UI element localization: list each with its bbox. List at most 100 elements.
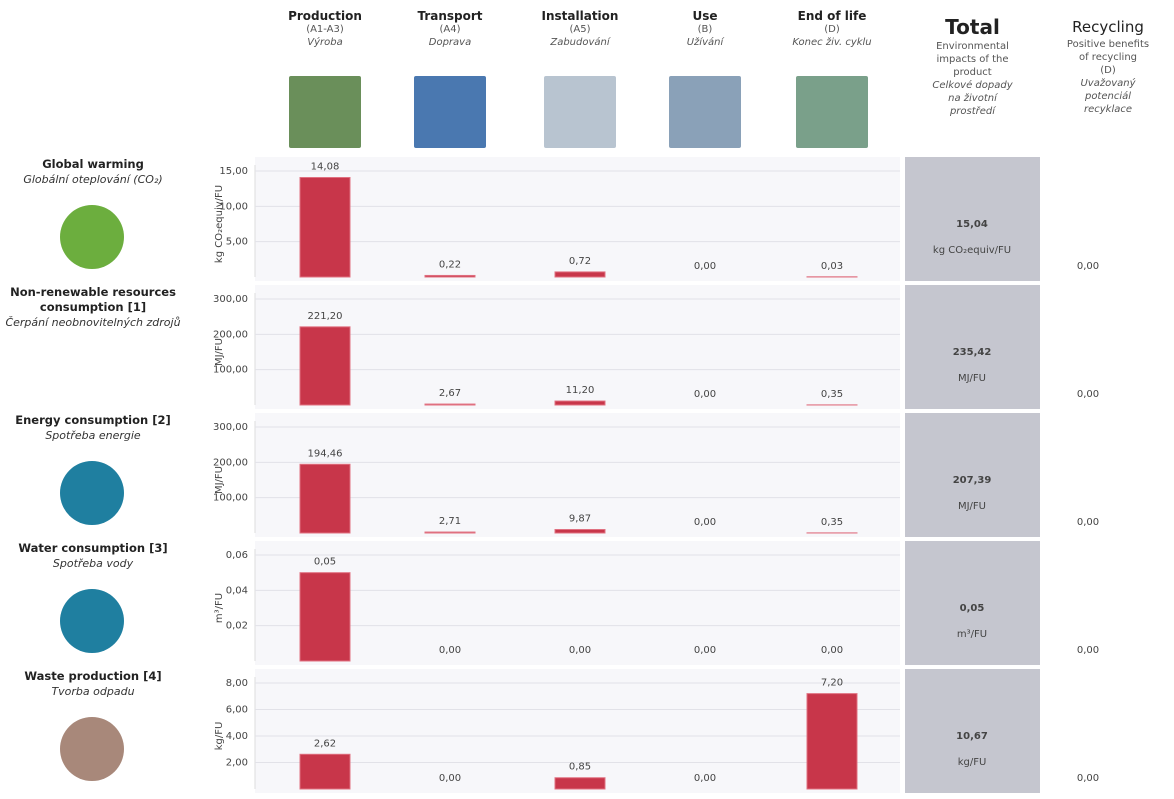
bar <box>300 754 350 789</box>
value-label: 2,67 <box>439 388 461 399</box>
y-axis-label: MJ/FU <box>214 466 225 494</box>
stage-name: Production <box>260 10 390 23</box>
total-value: 0,05 <box>960 603 985 614</box>
value-label: 11,20 <box>566 385 595 396</box>
recycling-code: (D) <box>1042 64 1174 77</box>
row-title: Water consumption [3] <box>4 541 182 556</box>
stage-header: Production(A1-A3)Výroba <box>260 10 390 49</box>
stage-header: Use(B)Užívání <box>640 10 770 49</box>
value-label: 0,22 <box>439 259 461 270</box>
value-label: 9,87 <box>569 514 591 525</box>
row-subtitle: Globální oteplování (CO₂) <box>4 172 182 187</box>
value-label: 14,08 <box>311 162 340 173</box>
value-label: 2,71 <box>439 516 461 527</box>
y-tick-label: 2,00 <box>226 758 248 769</box>
recycling-name: Recycling <box>1042 16 1174 38</box>
stage-header: End of life(D)Konec živ. cyklu <box>767 10 897 49</box>
y-tick-label: 0,06 <box>226 550 248 561</box>
value-label: 194,46 <box>308 448 343 459</box>
total-value: 235,42 <box>953 347 992 358</box>
bar <box>555 272 605 277</box>
row-label: Water consumption [3]Spotřeba vody <box>4 541 182 571</box>
stage-local: Výroba <box>260 36 390 49</box>
value-label: 7,20 <box>821 678 843 689</box>
icon <box>60 461 124 525</box>
row-subtitle: Tvorba odpadu <box>4 684 182 699</box>
value-label: 0,00 <box>694 517 716 528</box>
recycling-value: 0,00 <box>1077 517 1099 528</box>
stage-image <box>544 76 616 148</box>
y-tick-label: 15,00 <box>219 166 248 177</box>
value-label: 0,85 <box>569 762 591 773</box>
stage-header: Installation(A5)Zabudování <box>515 10 645 49</box>
y-tick-label: 4,00 <box>226 731 248 742</box>
total-unit: kg/FU <box>958 757 987 768</box>
y-tick-label: 0,04 <box>226 585 248 596</box>
value-label: 221,20 <box>308 311 343 322</box>
stage-code: (A5) <box>515 23 645 36</box>
stage-name: Use <box>640 10 770 23</box>
bar <box>425 532 475 533</box>
row-label: Energy consumption [2]Spotřeba energie <box>4 413 182 443</box>
total-unit: m³/FU <box>957 629 987 640</box>
row-label: Waste production [4]Tvorba odpadu <box>4 669 182 699</box>
total-text: Environmental impacts of the product <box>905 40 1040 79</box>
bar <box>555 530 605 533</box>
y-tick-label: 5,00 <box>226 237 248 248</box>
y-tick-label: 0,02 <box>226 621 248 632</box>
value-label: 0,35 <box>821 389 843 400</box>
recycling-value: 0,00 <box>1077 773 1099 784</box>
stage-code: (D) <box>767 23 897 36</box>
bar <box>300 327 350 405</box>
row-title: Energy consumption [2] <box>4 413 182 428</box>
stage-image <box>289 76 361 148</box>
bar <box>425 275 475 277</box>
bar <box>555 778 605 789</box>
value-label: 0,00 <box>569 645 591 656</box>
icon <box>60 205 124 269</box>
stage-image <box>669 76 741 148</box>
recycling-value: 0,00 <box>1077 645 1099 656</box>
recycling-value: 0,00 <box>1077 389 1099 400</box>
total-unit: MJ/FU <box>958 501 986 512</box>
y-axis-label: MJ/FU <box>214 338 225 366</box>
stage-name: Installation <box>515 10 645 23</box>
row-subtitle: Spotřeba energie <box>4 428 182 443</box>
value-label: 0,00 <box>439 773 461 784</box>
row-label: Global warmingGlobální oteplování (CO₂) <box>4 157 182 187</box>
stage-local: Zabudování <box>515 36 645 49</box>
total-value: 10,67 <box>956 731 988 742</box>
value-label: 0,00 <box>694 261 716 272</box>
y-tick-label: 300,00 <box>213 422 248 433</box>
value-label: 0,00 <box>694 389 716 400</box>
icon <box>60 589 124 653</box>
recycling-text: Positive benefits of recycling <box>1042 38 1174 64</box>
row-subtitle: Spotřeba vody <box>4 556 182 571</box>
total-unit: kg CO₂equiv/FU <box>933 245 1011 256</box>
stage-header: Transport(A4)Doprava <box>385 10 515 49</box>
stage-name: Transport <box>385 10 515 23</box>
stage-code: (A4) <box>385 23 515 36</box>
bar <box>807 694 857 789</box>
value-label: 0,35 <box>821 517 843 528</box>
total-value: 15,04 <box>956 219 988 230</box>
value-label: 0,05 <box>314 557 336 568</box>
y-axis-label: kg/FU <box>214 722 225 751</box>
stage-local: Konec živ. cyklu <box>767 36 897 49</box>
value-label: 0,00 <box>439 645 461 656</box>
bar <box>300 464 350 533</box>
bar <box>300 178 350 277</box>
stage-image <box>796 76 868 148</box>
stage-image <box>414 76 486 148</box>
row-title: Waste production [4] <box>4 669 182 684</box>
value-label: 0,00 <box>821 645 843 656</box>
row-title: Non-renewable resources consumption [1] <box>4 285 182 315</box>
stage-local: Užívání <box>640 36 770 49</box>
row-title: Global warming <box>4 157 182 172</box>
total-name: Total <box>905 14 1040 40</box>
stage-name: End of life <box>767 10 897 23</box>
y-tick-label: 300,00 <box>213 294 248 305</box>
infographic: 5,0010,0015,00kg CO₂equiv/FU14,080,220,7… <box>0 0 1174 799</box>
